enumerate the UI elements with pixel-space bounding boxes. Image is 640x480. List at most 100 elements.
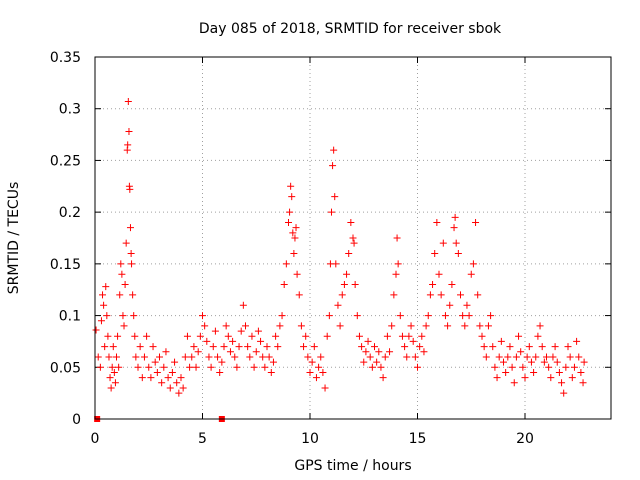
y-tick-label: 0.15 [50,257,81,273]
data-points [92,97,588,422]
data-point [244,343,252,351]
data-point [181,353,189,361]
data-point [426,291,434,299]
data-point [173,379,181,387]
data-point [158,379,166,387]
data-point [472,218,480,226]
data-point [398,332,406,340]
data-point [530,368,538,376]
data-point [525,343,533,351]
y-tick-label: 0.2 [59,205,81,221]
data-point [226,348,234,356]
data-point [317,353,325,361]
y-tick-label: 0.35 [50,50,81,66]
data-point [207,363,215,371]
data-point [233,363,241,371]
data-point [540,358,548,366]
data-point [482,353,490,361]
data-point [543,353,550,361]
data-point [115,363,123,371]
y-tick-label: 0.1 [59,309,81,325]
data-point [216,368,224,376]
data-point [566,353,574,361]
data-point [388,322,396,330]
data-point [532,353,540,361]
data-point [403,353,411,361]
data-point [129,291,137,299]
data-point [250,363,258,371]
data-point [350,239,358,247]
data-point [573,337,581,345]
data-point [446,301,454,309]
data-point [429,281,437,289]
data-point [132,353,140,361]
data-point [261,363,269,371]
data-point [143,332,151,340]
data-point [321,384,329,392]
data-point [168,368,176,376]
data-point [478,332,486,340]
data-point [254,327,262,335]
data-point [510,379,518,387]
data-point [437,291,445,299]
data-point [242,322,249,330]
data-point [108,363,116,371]
data-point [130,312,138,320]
data-point [205,353,213,361]
data-point [209,343,217,351]
data-point [422,322,430,330]
data-point [160,363,168,371]
data-point [269,358,277,366]
data-point [330,146,338,154]
data-point [347,218,355,226]
x-tick-label: 20 [516,431,534,447]
data-point [203,337,211,345]
data-point [118,270,126,278]
data-point [147,374,155,382]
data-point [527,358,535,366]
data-point [373,358,381,366]
data-point [267,368,275,376]
data-point [224,332,232,340]
data-point [405,332,413,340]
data-point [278,312,286,320]
data-point [104,332,112,340]
data-point [519,363,527,371]
data-point [117,260,125,268]
data-point [534,332,542,340]
data-point [451,213,459,221]
data-point [121,281,129,289]
data-point [491,363,499,371]
data-point [401,343,409,351]
data-point [101,343,109,351]
data-point [116,291,124,299]
data-point [229,337,237,345]
data-point [366,353,374,361]
data-point [379,374,387,382]
data-point [409,337,417,345]
x-tick-label: 15 [409,431,427,447]
data-point [92,326,100,334]
data-point [113,353,120,361]
data-point [577,368,585,376]
data-point [302,332,310,340]
data-point [551,343,559,351]
data-point [480,343,488,351]
data-point [126,185,134,193]
data-point [214,353,222,361]
x-tick-label: 5 [198,431,207,447]
data-point [371,343,378,351]
data-point [420,348,428,356]
data-point [512,353,520,361]
data-point [441,312,449,320]
data-point [276,322,284,330]
data-point [431,250,439,258]
data-point [114,332,122,340]
data-point [331,193,339,201]
data-point [334,301,342,309]
data-point [538,343,546,351]
data-point [138,374,146,382]
data-point [188,353,196,361]
data-point [340,281,348,289]
data-point [308,358,316,366]
